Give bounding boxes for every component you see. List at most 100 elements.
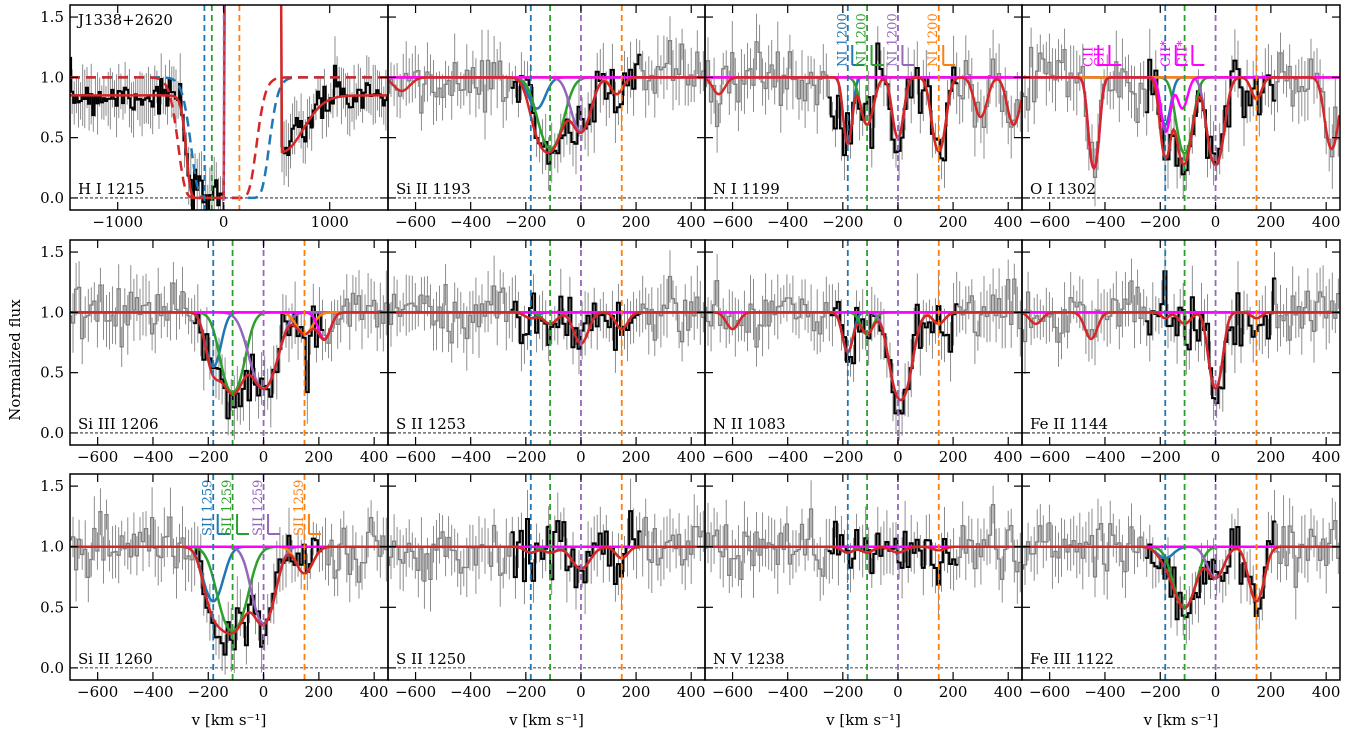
x-tick-label: −200 bbox=[822, 683, 863, 701]
x-axis-labels: v [km s⁻¹] v [km s⁻¹] v [km s⁻¹] v [km s⁻¹] bbox=[191, 711, 1219, 729]
x-tick-label: −400 bbox=[132, 448, 173, 466]
y-tick-label: 1.0 bbox=[40, 303, 64, 321]
y-tick-label: 0.5 bbox=[40, 129, 64, 147]
x-tick-label: 400 bbox=[1312, 213, 1341, 231]
panel-frame bbox=[1021, 4, 1341, 211]
y-tick-label: 0.0 bbox=[40, 424, 64, 442]
panel-4: −600 −400 −200 0 200 400 0.0 0.5 1.0 1.5 Si III 12… bbox=[40, 239, 389, 466]
component-label: CII bbox=[1081, 47, 1096, 67]
x-tick-label: −1000 bbox=[92, 213, 143, 231]
panel-frame bbox=[1021, 239, 1341, 446]
x-tick-label: 0 bbox=[576, 683, 586, 701]
panel-6: −600 −400 −200 0 200 400 N II 1083 bbox=[704, 239, 1023, 466]
flux-spectrum-fit-region bbox=[510, 53, 642, 165]
x-tick-label: −600 bbox=[712, 213, 753, 231]
component-label: SII 1259 bbox=[251, 480, 266, 536]
panel-9: −600 −400 −200 0 200 400 S II 1250 bbox=[387, 473, 706, 701]
component-label: CII* bbox=[1159, 40, 1174, 67]
x-tick-label: −600 bbox=[1029, 213, 1070, 231]
model-total bbox=[1022, 76, 1340, 171]
x-axis-label: v [km s⁻¹] bbox=[508, 711, 584, 729]
component-label: NI 1200 bbox=[855, 13, 870, 67]
x-tick-label: 400 bbox=[994, 213, 1023, 231]
x-tick-label: −200 bbox=[505, 213, 546, 231]
x-tick-label: 400 bbox=[360, 683, 389, 701]
panel-8: SII 1259 SII 1259 SII 1259 SII 1259 −600 −400… bbox=[40, 473, 389, 701]
y-tick-label: 0.5 bbox=[40, 364, 64, 382]
component-label: NI 1200 bbox=[926, 13, 941, 67]
x-tick-label: −400 bbox=[450, 448, 491, 466]
flux-spectrum-fit-region bbox=[193, 305, 324, 420]
ion-label: N V 1238 bbox=[713, 650, 785, 668]
x-tick-label: −600 bbox=[1029, 448, 1070, 466]
x-tick-label: −600 bbox=[77, 448, 118, 466]
x-tick-label: 200 bbox=[305, 448, 334, 466]
x-tick-label: 0 bbox=[893, 683, 903, 701]
y-tick-label: 0.5 bbox=[40, 598, 64, 616]
x-axis-label: v [km s⁻¹] bbox=[191, 711, 267, 729]
x-tick-label: −600 bbox=[1029, 683, 1070, 701]
x-tick-label: −200 bbox=[505, 448, 546, 466]
ion-label: O I 1302 bbox=[1030, 180, 1096, 198]
model-total bbox=[70, 5, 388, 200]
component-label: CII* bbox=[1175, 40, 1190, 67]
x-tick-label: 200 bbox=[939, 213, 968, 231]
x-tick-label: −600 bbox=[395, 448, 436, 466]
flux-error-bars bbox=[70, 261, 387, 440]
x-tick-label: −200 bbox=[188, 683, 229, 701]
component-label: CII bbox=[1092, 47, 1107, 67]
x-tick-label: 0 bbox=[576, 213, 586, 231]
x-tick-label: 200 bbox=[305, 683, 334, 701]
y-tick-label: 1.0 bbox=[40, 538, 64, 556]
x-tick-label: 0 bbox=[259, 448, 269, 466]
y-axis-label: Normalized flux bbox=[6, 299, 24, 421]
x-tick-label: −200 bbox=[1140, 448, 1181, 466]
component-label: NI 1200 bbox=[885, 13, 900, 67]
panel-5: −600 −400 −200 0 200 400 S II 1253 bbox=[387, 239, 706, 466]
model-total bbox=[70, 311, 388, 396]
x-tick-label: −200 bbox=[1140, 683, 1181, 701]
ion-label: Fe III 1122 bbox=[1030, 650, 1114, 668]
model-total bbox=[705, 545, 1022, 554]
x-tick-label: 1000 bbox=[311, 213, 349, 231]
panel-11: −600 −400 −200 0 200 400 Fe III 1122 bbox=[1021, 473, 1341, 701]
x-tick-label: 200 bbox=[622, 213, 651, 231]
y-tick-label: 1.0 bbox=[40, 68, 64, 86]
flux-spectrum-fit-region bbox=[827, 300, 959, 415]
x-tick-label: 400 bbox=[1312, 448, 1341, 466]
x-tick-label: −400 bbox=[1084, 213, 1125, 231]
panel-plot-area bbox=[388, 240, 705, 445]
x-tick-label: 400 bbox=[994, 683, 1023, 701]
ion-label: N I 1199 bbox=[713, 180, 780, 198]
x-tick-label: 200 bbox=[939, 683, 968, 701]
component-label: SII 1259 bbox=[292, 480, 307, 536]
panel-plot-area bbox=[1022, 474, 1340, 680]
panel-plot-area bbox=[705, 5, 1022, 210]
x-tick-label: −200 bbox=[188, 448, 229, 466]
x-tick-label: −200 bbox=[1140, 213, 1181, 231]
panel-plot-area bbox=[1022, 240, 1340, 445]
flux-error-bars bbox=[388, 16, 704, 191]
ion-label: Si II 1193 bbox=[396, 180, 471, 198]
x-tick-label: 400 bbox=[677, 683, 706, 701]
x-tick-label: −600 bbox=[395, 213, 436, 231]
x-tick-label: −400 bbox=[767, 213, 808, 231]
x-tick-label: 0 bbox=[893, 448, 903, 466]
x-tick-label: 0 bbox=[1211, 683, 1221, 701]
flux-error-bars bbox=[1022, 489, 1339, 649]
x-tick-label: 0 bbox=[576, 448, 586, 466]
x-tick-label: −400 bbox=[1084, 683, 1125, 701]
y-tick-label: 1.5 bbox=[40, 8, 64, 26]
x-tick-label: −200 bbox=[822, 213, 863, 231]
model-total bbox=[388, 545, 705, 570]
component-label: SII 1259 bbox=[201, 480, 216, 536]
panel-plot-area bbox=[70, 474, 388, 680]
panel-1: −600 −400 −200 0 200 400 Si II 1193 bbox=[387, 4, 706, 231]
model-total bbox=[705, 76, 1022, 153]
component-label: SII 1259 bbox=[220, 480, 235, 536]
flux-spectrum-fit-region bbox=[827, 520, 959, 586]
panel-plot-area bbox=[705, 474, 1022, 680]
x-tick-label: −400 bbox=[1084, 448, 1125, 466]
panel-frame bbox=[1021, 473, 1341, 681]
